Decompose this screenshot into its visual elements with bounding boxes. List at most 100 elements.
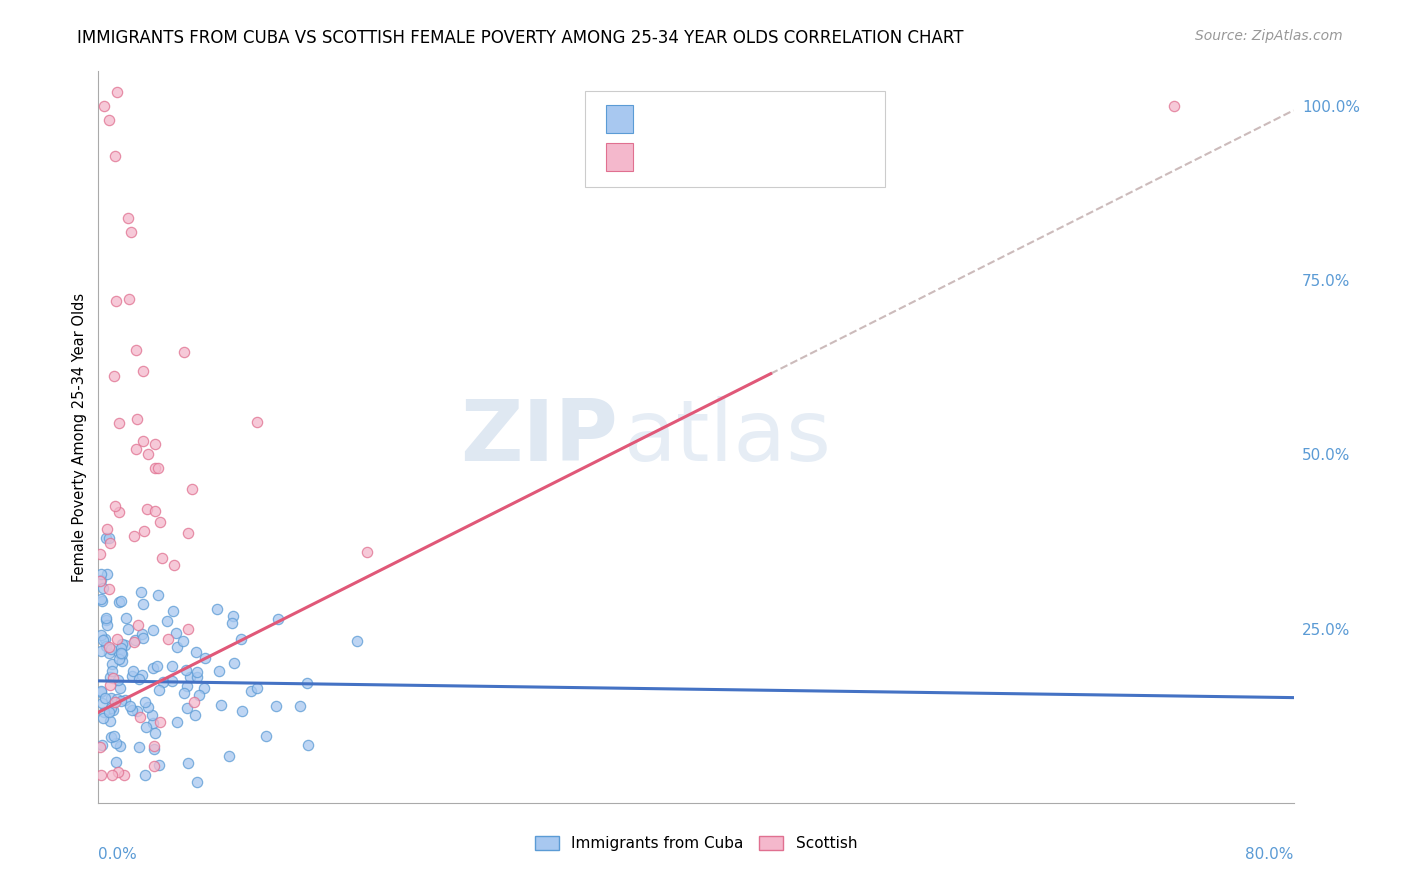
Point bbox=[110, 594, 132, 608]
Point bbox=[141, 707, 163, 722]
Point bbox=[89, 547, 111, 561]
Point bbox=[176, 700, 198, 714]
Point bbox=[91, 696, 114, 710]
Point bbox=[105, 85, 128, 99]
Point bbox=[117, 622, 139, 636]
Point bbox=[160, 659, 183, 673]
Point bbox=[218, 749, 240, 764]
Point bbox=[97, 531, 120, 545]
Point bbox=[94, 639, 117, 653]
Point bbox=[163, 558, 186, 572]
Text: 58: 58 bbox=[810, 150, 828, 164]
Point bbox=[96, 567, 118, 582]
Point bbox=[186, 775, 208, 789]
Text: atlas: atlas bbox=[624, 395, 832, 479]
Point bbox=[162, 604, 184, 618]
Point bbox=[100, 657, 122, 671]
Point bbox=[98, 582, 121, 596]
Point bbox=[193, 681, 215, 695]
Point bbox=[90, 566, 112, 581]
Point bbox=[188, 688, 211, 702]
Point bbox=[105, 736, 128, 750]
Point bbox=[173, 345, 195, 359]
Point bbox=[135, 720, 157, 734]
Point bbox=[156, 614, 179, 628]
Point bbox=[114, 611, 136, 625]
Point bbox=[1163, 99, 1185, 113]
Legend: Immigrants from Cuba, Scottish: Immigrants from Cuba, Scottish bbox=[529, 830, 863, 857]
Point bbox=[105, 692, 128, 706]
Point bbox=[108, 646, 131, 660]
Point bbox=[124, 635, 146, 649]
Point bbox=[103, 368, 125, 383]
Point bbox=[295, 675, 318, 690]
Point bbox=[125, 442, 148, 456]
Point bbox=[231, 704, 253, 718]
Point bbox=[142, 623, 165, 637]
Point bbox=[209, 698, 232, 713]
Point bbox=[110, 646, 132, 660]
Point bbox=[264, 699, 287, 714]
Text: -0.169: -0.169 bbox=[688, 112, 737, 127]
Point bbox=[90, 591, 112, 606]
Point bbox=[101, 671, 124, 685]
Point bbox=[122, 529, 145, 543]
Point bbox=[129, 584, 152, 599]
Point bbox=[166, 714, 188, 729]
Point bbox=[94, 690, 117, 705]
Point bbox=[207, 665, 229, 679]
Point bbox=[90, 684, 112, 698]
Point bbox=[110, 694, 132, 708]
Point bbox=[134, 524, 156, 538]
Point bbox=[136, 501, 159, 516]
Point bbox=[356, 545, 378, 559]
Point bbox=[90, 768, 112, 782]
Point bbox=[148, 588, 170, 602]
Point bbox=[114, 693, 136, 707]
Point bbox=[160, 674, 183, 689]
Point bbox=[118, 292, 141, 306]
FancyBboxPatch shape bbox=[585, 91, 884, 187]
Point bbox=[91, 581, 114, 595]
Point bbox=[98, 536, 121, 550]
Point bbox=[111, 654, 134, 668]
Point bbox=[103, 499, 125, 513]
Point bbox=[96, 522, 118, 536]
Y-axis label: Female Poverty Among 25-34 Year Olds: Female Poverty Among 25-34 Year Olds bbox=[72, 293, 87, 582]
Point bbox=[96, 618, 118, 632]
Text: ZIP: ZIP bbox=[461, 395, 619, 479]
Point bbox=[125, 705, 148, 719]
Point bbox=[166, 640, 188, 654]
Point bbox=[118, 698, 141, 713]
Point bbox=[108, 505, 131, 519]
Point bbox=[104, 149, 127, 163]
Point bbox=[90, 573, 112, 587]
Point bbox=[114, 639, 136, 653]
Point bbox=[136, 699, 159, 714]
Point bbox=[125, 343, 148, 357]
Point bbox=[104, 695, 127, 709]
Point bbox=[134, 695, 156, 709]
Text: IMMIGRANTS FROM CUBA VS SCOTTISH FEMALE POVERTY AMONG 25-34 YEAR OLDS CORRELATIO: IMMIGRANTS FROM CUBA VS SCOTTISH FEMALE … bbox=[77, 29, 965, 46]
Point bbox=[105, 632, 128, 646]
Point bbox=[103, 729, 125, 743]
Point bbox=[124, 632, 146, 647]
Point bbox=[108, 681, 131, 695]
Point bbox=[97, 113, 120, 128]
Point bbox=[107, 673, 129, 687]
Point bbox=[91, 593, 114, 607]
Point bbox=[172, 633, 194, 648]
Point bbox=[132, 434, 155, 448]
Point bbox=[148, 757, 170, 772]
Point bbox=[179, 670, 201, 684]
Point bbox=[194, 650, 217, 665]
Point bbox=[100, 731, 122, 745]
Point bbox=[183, 695, 205, 709]
Point bbox=[181, 482, 204, 496]
Point bbox=[186, 670, 208, 684]
Point bbox=[136, 448, 159, 462]
Point bbox=[186, 665, 208, 679]
Point bbox=[176, 756, 198, 771]
Point bbox=[157, 632, 180, 647]
Point bbox=[93, 632, 115, 647]
